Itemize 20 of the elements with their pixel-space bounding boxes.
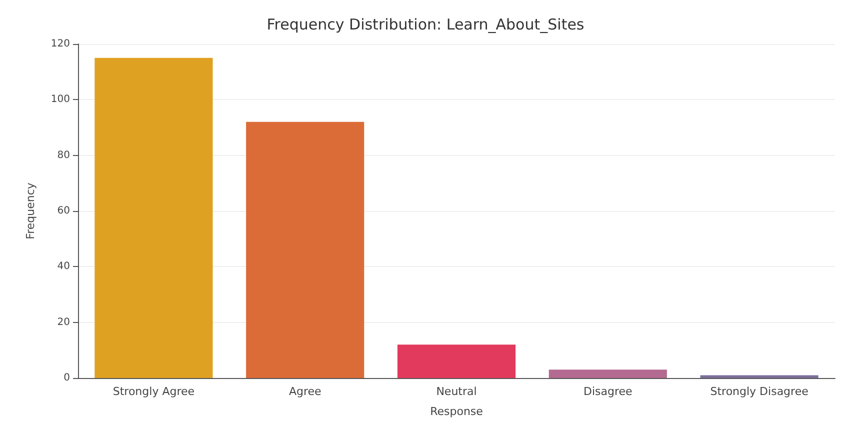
x-tick-label: Agree <box>288 385 322 398</box>
bar <box>94 58 213 378</box>
y-tick-label: 120 <box>50 38 70 50</box>
y-tick-label: 20 <box>57 316 70 328</box>
y-tick-label: 80 <box>57 150 70 161</box>
x-tick-label: Strongly Disagree <box>710 385 809 398</box>
bar <box>548 370 667 378</box>
bar <box>700 375 818 378</box>
bar <box>397 344 516 378</box>
bar <box>246 122 364 378</box>
x-tick-label: Neutral <box>436 385 477 398</box>
y-tick-label: 40 <box>57 261 70 272</box>
y-axis-title: Frequency <box>24 182 37 240</box>
y-tick-label: 0 <box>64 372 70 384</box>
y-tick-label: 100 <box>50 94 70 106</box>
x-tick-label: Disagree <box>584 385 633 398</box>
x-tick-label: Strongly Agree <box>112 385 195 398</box>
y-tick-label: 60 <box>57 206 70 216</box>
x-axis-title: Response <box>430 405 484 418</box>
chart-title: Frequency Distribution: Learn_About_Sites <box>266 16 584 34</box>
